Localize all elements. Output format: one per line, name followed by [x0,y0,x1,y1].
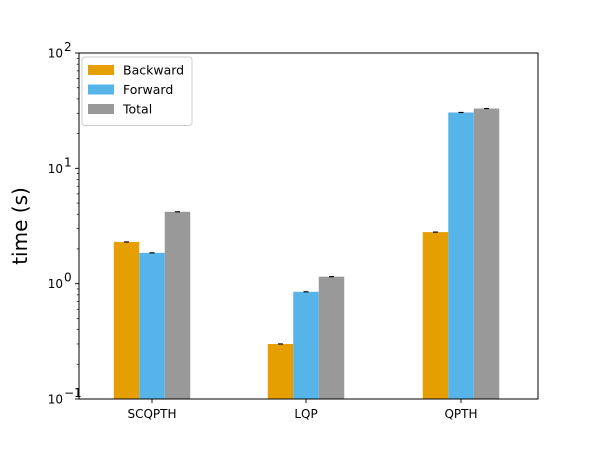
bar-forward-scqpth [139,252,165,399]
legend-swatch-forward [88,84,114,95]
y-tick-exponent: 1 [64,155,72,169]
bar-forward-qpth [448,112,474,399]
bar-total-scqpth [164,211,191,399]
y-tick-label: 10 [48,277,63,291]
legend-swatch-backward [88,65,114,75]
bar-total-qpth [473,108,500,399]
legend-label-total: Total [122,102,152,117]
x-tick-label: QPTH [444,407,477,421]
y-tick-exponent: 2 [64,40,72,54]
legend-label-backward: Backward [123,63,184,78]
x-axis-ticks: SCQPTH LQP QPTH [127,399,478,421]
x-tick-label: SCQPTH [127,407,176,421]
x-tick-label: LQP [294,407,317,421]
y-axis-label: time (s) [8,187,32,265]
error-bars-layer [124,107,489,345]
y-tick-label: 10 [48,47,63,61]
bar-forward-lqp [293,291,319,399]
y-tick-label: 10 [48,393,63,407]
y-tick-exponent: 0 [64,271,72,285]
bar-total-lqp [318,276,345,399]
legend-swatch-total [88,104,114,114]
y-tick-label: 10 [48,162,63,176]
legend-label-forward: Forward [123,82,173,97]
plot-frame [78,52,539,400]
y-tick-exponent: −1 [64,386,82,400]
legend: Backward Forward Total [81,56,193,126]
bar-backward-qpth [422,232,449,399]
bar-backward-lqp [267,343,294,399]
bars-layer [113,108,500,399]
bar-backward-scqpth [113,241,140,399]
